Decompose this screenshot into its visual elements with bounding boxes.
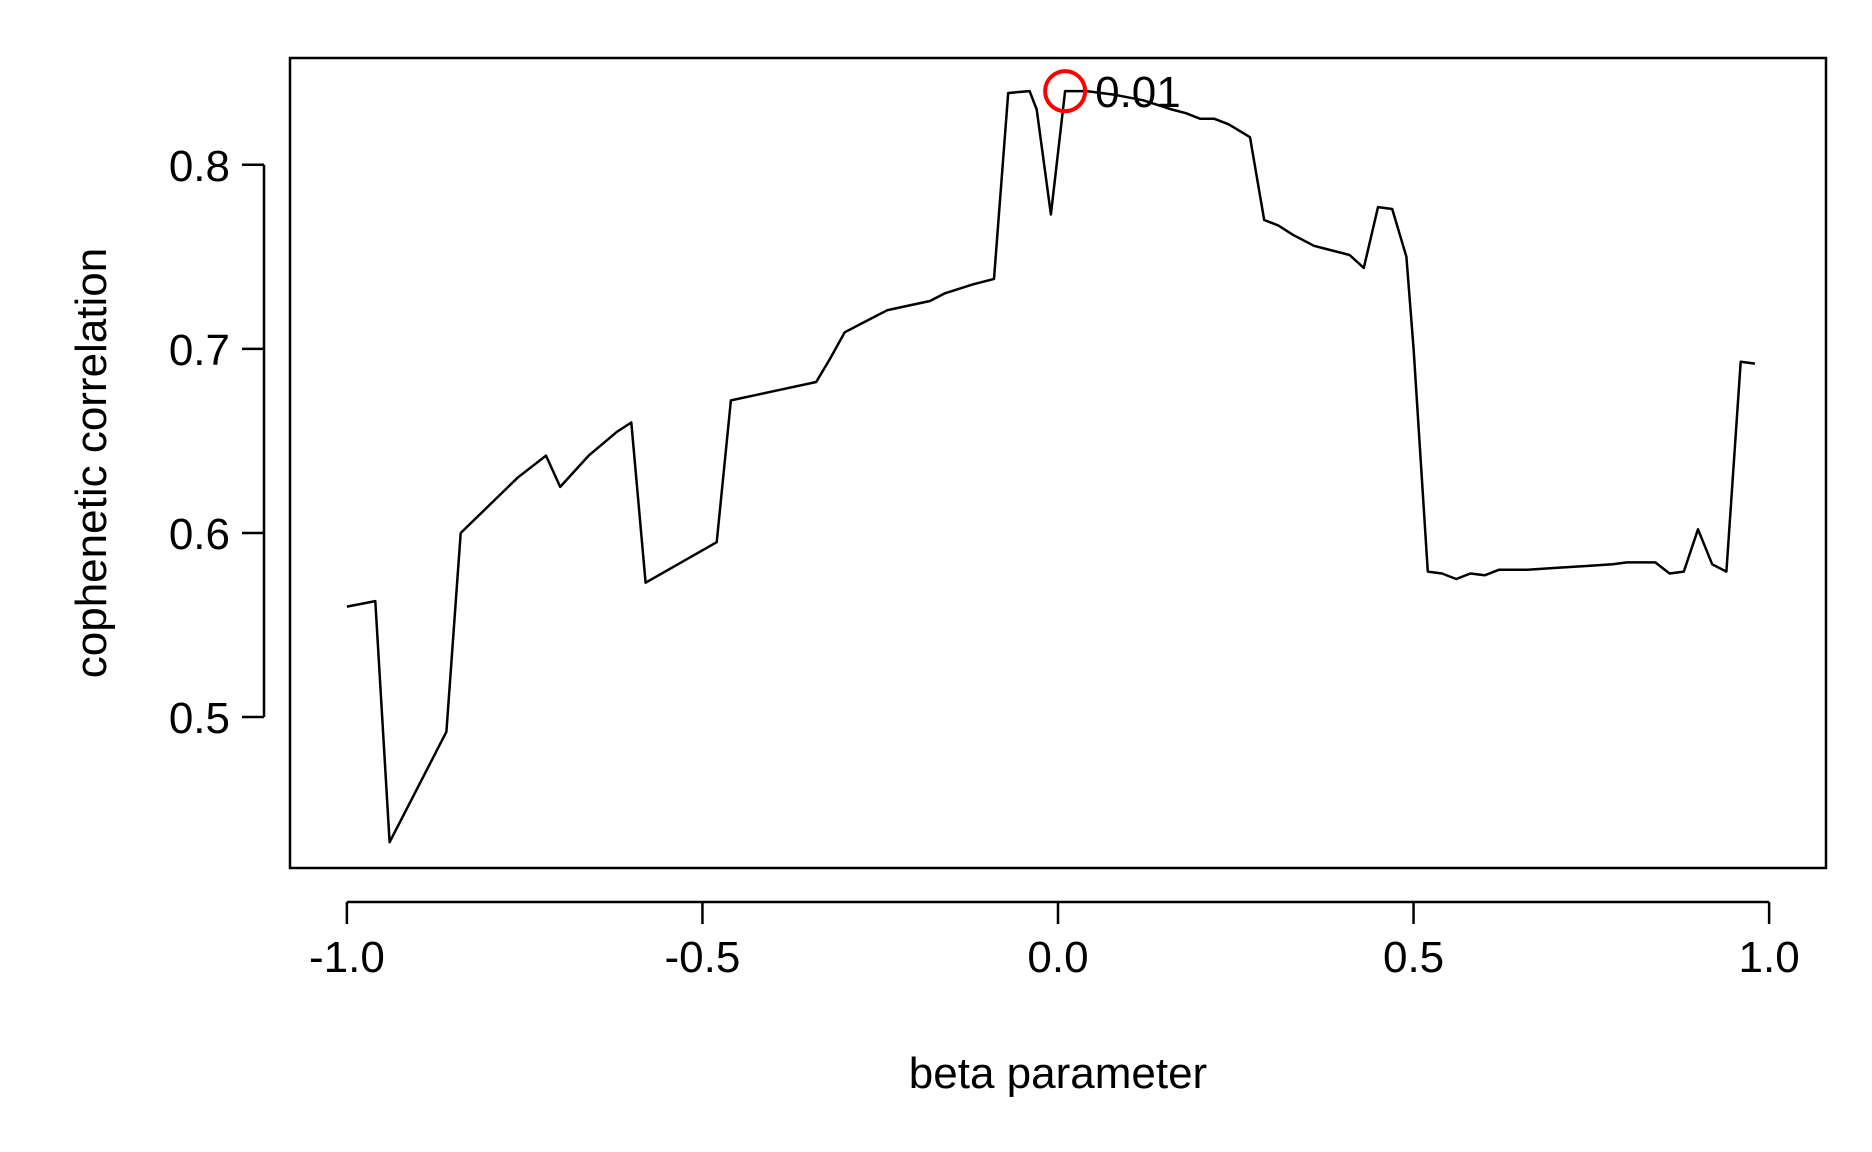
x-tick-label: 0.5 [1383,933,1444,982]
plot-frame [288,56,1828,870]
x-tick-label: -1.0 [309,933,385,982]
optimum-marker [1043,69,1088,114]
y-tick-label: 0.8 [169,142,230,191]
y-axis-label: cophenetic correlation [67,248,116,678]
x-axis: -1.0 -0.5 0.0 0.5 1.0 [309,900,1800,982]
y-axis: 0.5 0.6 0.7 0.8 [169,142,266,743]
y-tick-label: 0.6 [169,510,230,559]
x-tick-label: 0.0 [1027,933,1088,982]
x-tick-label: 1.0 [1739,933,1800,982]
y-tick-label: 0.7 [169,326,230,375]
annotation-layer: 0.01 [1043,68,1181,117]
x-axis-label: beta parameter [909,1049,1207,1098]
y-tick-label: 0.5 [169,694,230,743]
optimum-label: 0.01 [1095,68,1181,117]
series-layer [346,89,1756,844]
x-tick-label: -0.5 [665,933,741,982]
series-line [346,89,1756,844]
